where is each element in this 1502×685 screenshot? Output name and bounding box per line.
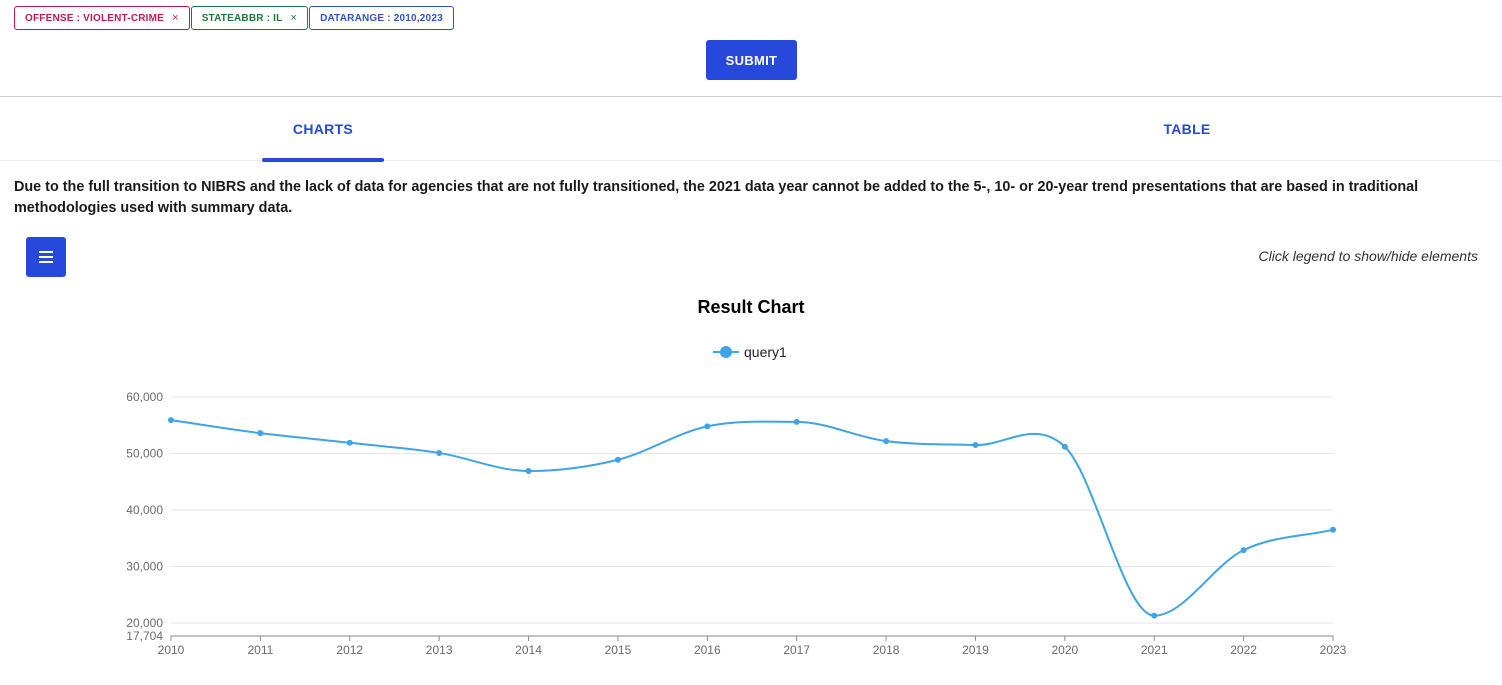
nibrs-notice: Due to the full transition to NIBRS and … <box>14 179 1419 216</box>
data-point <box>346 439 353 446</box>
y-tick-label: 40,000 <box>126 503 163 517</box>
x-tick-label: 2010 <box>158 643 185 657</box>
divider <box>0 96 1502 97</box>
x-tick-label: 2023 <box>1320 643 1347 657</box>
active-tab-indicator <box>262 158 384 162</box>
y-tick-label: 30,000 <box>126 560 163 574</box>
x-tick-label: 2015 <box>605 643 632 657</box>
chart-title: Result Chart <box>697 297 805 317</box>
data-point <box>614 456 621 463</box>
x-tick-label: 2019 <box>962 643 989 657</box>
data-point <box>793 418 800 425</box>
data-point <box>1061 443 1068 450</box>
data-point <box>1330 526 1336 533</box>
x-tick-label: 2013 <box>426 643 453 657</box>
filter-chip-label: DATARANGE : 2010,2023 <box>320 12 443 24</box>
filter-chips: OFFENSE : VIOLENT-CRIME × STATEABBR : IL… <box>14 6 454 30</box>
line-chart: 60,000 50,000 40,000 30,000 20,00017,7042010… <box>126 390 1347 657</box>
tab-charts[interactable]: CHARTS <box>292 121 354 137</box>
x-tick-label: 2014 <box>515 643 542 657</box>
legend-marker-icon <box>713 345 739 359</box>
data-point <box>1151 612 1158 619</box>
y-tick-label: 60,000 <box>126 390 163 404</box>
x-tick-label: 2021 <box>1141 643 1168 657</box>
data-point <box>257 430 264 437</box>
data-point <box>168 417 174 424</box>
series-line-query1 <box>170 419 1334 617</box>
filter-chip-offense[interactable]: OFFENSE : VIOLENT-CRIME × <box>14 6 190 30</box>
data-point <box>1240 547 1247 554</box>
x-tick-label: 2011 <box>247 643 273 657</box>
legend-hint: Click legend to show/hide elements <box>1258 248 1478 264</box>
y-tick-label: 17,704 <box>126 629 163 643</box>
data-point <box>704 423 711 430</box>
filter-chip-label: STATEABBR : IL <box>201 12 283 24</box>
y-tick-label: 20,000 <box>126 616 163 630</box>
data-point <box>525 468 532 475</box>
close-icon[interactable]: × <box>290 12 298 24</box>
x-tick-label: 2022 <box>1230 643 1257 657</box>
close-icon[interactable]: × <box>172 12 179 24</box>
y-tick-label: 50,000 <box>126 447 163 461</box>
hamburger-icon <box>39 251 53 253</box>
chart-menu-button[interactable] <box>26 237 66 277</box>
data-point <box>436 449 443 456</box>
x-tick-label: 2017 <box>783 643 810 657</box>
x-tick-label: 2020 <box>1051 643 1078 657</box>
legend-label: query1 <box>744 344 787 360</box>
submit-button[interactable]: SUBMIT <box>706 40 797 80</box>
x-tick-label: 2012 <box>336 643 363 657</box>
tab-bar: CHARTS TABLE <box>0 97 1502 161</box>
tab-table[interactable]: TABLE <box>1163 121 1211 137</box>
legend-item-query1[interactable]: query1 <box>713 342 787 362</box>
x-tick-label: 2018 <box>873 643 900 657</box>
filter-chip-state[interactable]: STATEABBR : IL × <box>190 6 309 30</box>
data-point <box>972 442 979 449</box>
data-point <box>883 438 890 445</box>
x-tick-label: 2016 <box>694 643 721 657</box>
filter-chip-daterange[interactable]: DATARANGE : 2010,2023 <box>309 6 454 30</box>
filter-chip-label: OFFENSE : VIOLENT-CRIME <box>25 12 165 24</box>
